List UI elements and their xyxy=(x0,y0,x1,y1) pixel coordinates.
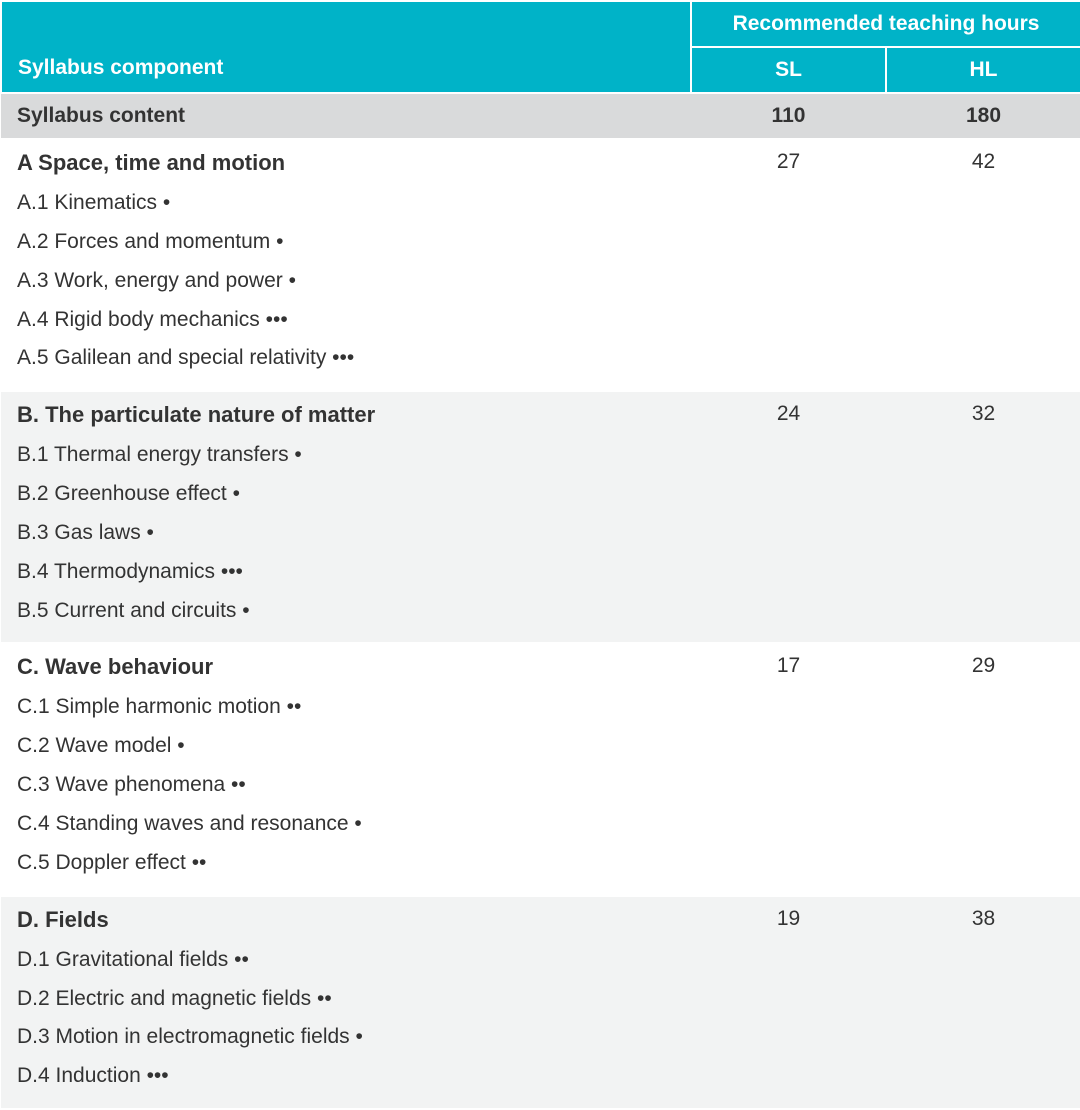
section-title: D. Fields xyxy=(17,907,675,933)
subtopic-item: A.1 Kinematics • xyxy=(17,184,675,223)
header-component: Syllabus component xyxy=(1,1,691,93)
table-body: Syllabus content 110 180 A Space, time a… xyxy=(1,93,1080,1109)
section-sl: 19 xyxy=(691,896,886,1109)
subtopic-item: A.5 Galilean and special relativity ••• xyxy=(17,339,675,378)
subtopic-list: C.1 Simple harmonic motion ••C.2 Wave mo… xyxy=(17,688,675,882)
header-hl: HL xyxy=(886,47,1080,93)
syllabus-table: Syllabus component Recommended teaching … xyxy=(0,0,1080,1110)
subtopic-item: D.1 Gravitational fields •• xyxy=(17,941,675,980)
header-hours-span: Recommended teaching hours xyxy=(691,1,1080,47)
header-sl: SL xyxy=(691,47,886,93)
section-sl: 27 xyxy=(691,139,886,391)
section-cell: B. The particulate nature of matter B.1 T… xyxy=(1,391,691,643)
subtopic-item: B.3 Gas laws • xyxy=(17,514,675,553)
subtopic-list: D.1 Gravitational fields ••D.2 Electric … xyxy=(17,941,675,1096)
subtopic-item: A.3 Work, energy and power • xyxy=(17,262,675,301)
section-hl: 32 xyxy=(886,391,1080,643)
summary-label: Syllabus content xyxy=(1,93,691,139)
subtopic-item: A.2 Forces and momentum • xyxy=(17,223,675,262)
subtopic-item: B.4 Thermodynamics ••• xyxy=(17,553,675,592)
summary-row: Syllabus content 110 180 xyxy=(1,93,1080,139)
section-sl: 24 xyxy=(691,391,886,643)
subtopic-item: B.1 Thermal energy transfers • xyxy=(17,436,675,475)
subtopic-item: D.2 Electric and magnetic fields •• xyxy=(17,980,675,1019)
subtopic-list: A.1 Kinematics •A.2 Forces and momentum … xyxy=(17,184,675,378)
section-row: D. Fields D.1 Gravitational fields ••D.2 … xyxy=(1,896,1080,1109)
section-hl: 29 xyxy=(886,643,1080,895)
summary-hl: 180 xyxy=(886,93,1080,139)
section-sl: 17 xyxy=(691,643,886,895)
subtopic-list: B.1 Thermal energy transfers •B.2 Greenh… xyxy=(17,436,675,630)
summary-sl: 110 xyxy=(691,93,886,139)
subtopic-item: C.4 Standing waves and resonance • xyxy=(17,805,675,844)
section-title: C. Wave behaviour xyxy=(17,654,675,680)
subtopic-item: D.4 Induction ••• xyxy=(17,1057,675,1096)
table-header: Syllabus component Recommended teaching … xyxy=(1,1,1080,93)
section-cell: D. Fields D.1 Gravitational fields ••D.2 … xyxy=(1,896,691,1109)
section-hl: 42 xyxy=(886,139,1080,391)
subtopic-item: C.5 Doppler effect •• xyxy=(17,844,675,883)
section-cell: A Space, time and motion A.1 Kinematics •… xyxy=(1,139,691,391)
section-hl: 38 xyxy=(886,896,1080,1109)
section-title: B. The particulate nature of matter xyxy=(17,402,675,428)
subtopic-item: A.4 Rigid body mechanics ••• xyxy=(17,301,675,340)
section-cell: C. Wave behaviour C.1 Simple harmonic mot… xyxy=(1,643,691,895)
subtopic-item: B.2 Greenhouse effect • xyxy=(17,475,675,514)
section-row: C. Wave behaviour C.1 Simple harmonic mot… xyxy=(1,643,1080,895)
subtopic-item: C.2 Wave model • xyxy=(17,727,675,766)
section-row: B. The particulate nature of matter B.1 T… xyxy=(1,391,1080,643)
section-title: A Space, time and motion xyxy=(17,150,675,176)
subtopic-item: B.5 Current and circuits • xyxy=(17,592,675,631)
subtopic-item: D.3 Motion in electromagnetic fields • xyxy=(17,1018,675,1057)
section-row: A Space, time and motion A.1 Kinematics •… xyxy=(1,139,1080,391)
subtopic-item: C.3 Wave phenomena •• xyxy=(17,766,675,805)
subtopic-item: C.1 Simple harmonic motion •• xyxy=(17,688,675,727)
